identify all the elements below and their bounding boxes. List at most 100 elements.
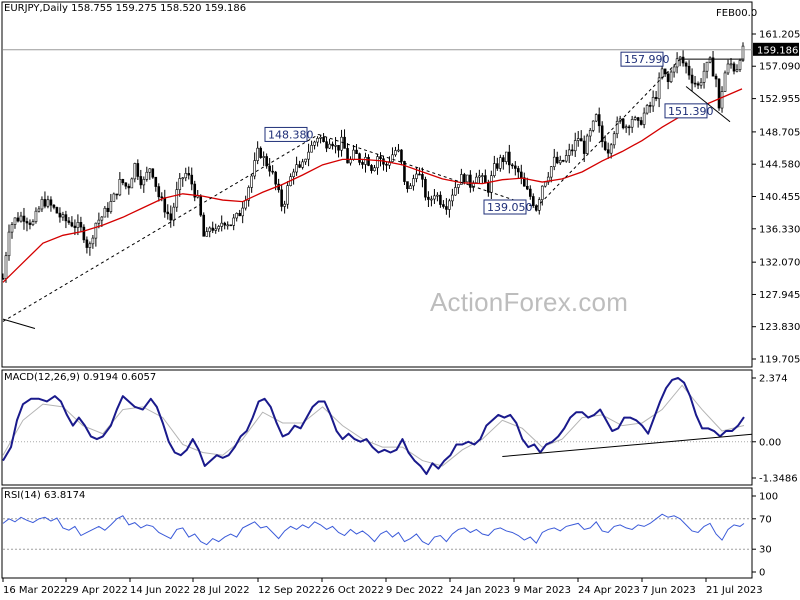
price-label-box — [264, 126, 308, 142]
candle-body — [34, 210, 38, 222]
candle-body — [379, 156, 382, 160]
price-label-box — [483, 199, 527, 215]
candle-body — [552, 156, 556, 167]
candle-body — [130, 178, 134, 189]
candle-body — [612, 133, 616, 146]
macd-tick-label: 0.00 — [759, 437, 781, 448]
candle-body — [28, 222, 32, 225]
candle-body — [558, 160, 562, 164]
candle-body — [217, 226, 221, 230]
price-label: 151.390 — [668, 105, 714, 118]
candle-body — [720, 91, 724, 109]
candle-body — [361, 162, 364, 165]
candle-body — [187, 173, 191, 176]
candle-body — [579, 138, 583, 142]
time-tick-label: 12 Sep 2022 — [258, 585, 321, 596]
candle-body — [531, 196, 535, 206]
candle-body — [591, 120, 595, 131]
candle-body — [190, 174, 194, 185]
candle-body — [121, 179, 125, 184]
candle-body — [454, 187, 457, 196]
candle-body — [433, 195, 436, 200]
candle-body — [540, 185, 544, 200]
price-tick-label: 152.955 — [759, 94, 800, 105]
candle-body — [199, 195, 203, 216]
price-tick-label: 136.330 — [759, 224, 800, 235]
candle-body — [564, 155, 568, 162]
candle-body — [250, 175, 253, 188]
candle-body — [352, 149, 355, 160]
price-series — [1, 42, 745, 283]
candle-body — [247, 187, 250, 201]
candle-body — [295, 164, 298, 173]
candle-body — [549, 166, 553, 178]
price-tick-label: 140.455 — [759, 192, 800, 203]
candle-body — [202, 214, 206, 237]
candle-body — [235, 212, 238, 219]
rsi-tick-label: 30 — [759, 545, 772, 556]
candle-body — [85, 239, 89, 248]
candle-body — [91, 237, 95, 245]
candle-body — [301, 161, 304, 168]
candle-body — [373, 167, 376, 171]
candle-body — [469, 174, 472, 188]
candle-body — [208, 227, 212, 232]
candle-body — [505, 151, 508, 162]
candle-body — [19, 215, 23, 222]
candle-body — [118, 179, 122, 196]
macd-series: 2.374 0.00 -1.3486 — [2, 374, 798, 485]
candle-body — [448, 200, 451, 210]
candle-body — [370, 165, 373, 171]
candle-body — [172, 206, 176, 221]
candle-body — [160, 196, 164, 199]
candle-body — [463, 174, 466, 183]
macd-line — [2, 377, 745, 476]
candle-body — [735, 69, 739, 72]
candle-body — [184, 173, 188, 179]
moving-average-line — [2, 88, 743, 283]
candle-body — [424, 178, 427, 198]
candle-body — [741, 45, 745, 61]
candle-body — [157, 186, 161, 198]
time-tick-label: 9 Dec 2022 — [386, 585, 444, 596]
candle-body — [220, 222, 224, 227]
candle-body — [151, 168, 155, 178]
candle-body — [666, 73, 670, 83]
candle-body — [328, 143, 331, 149]
candle-body — [699, 81, 703, 86]
candle-body — [567, 149, 571, 156]
candle-body — [4, 255, 8, 279]
candle-body — [415, 173, 418, 179]
candle-body — [412, 178, 415, 187]
candle-body — [139, 176, 143, 186]
candle-body — [478, 175, 481, 178]
candle-body — [648, 105, 652, 107]
candle-body — [603, 141, 607, 150]
candle-body — [708, 57, 712, 63]
candle-body — [280, 189, 283, 207]
candle-body — [687, 65, 691, 76]
candle-body — [570, 149, 574, 152]
candle-body — [163, 197, 167, 213]
candle-body — [310, 144, 313, 153]
rsi-panel-title: RSI(14) 63.8174 — [4, 490, 86, 501]
candle-body — [256, 147, 259, 161]
candle-body — [460, 174, 463, 185]
candle-body — [271, 170, 274, 173]
candle-body — [181, 177, 185, 180]
candle-body — [696, 83, 700, 86]
candle-body — [238, 212, 241, 217]
candle-body — [55, 207, 59, 214]
candle-body — [259, 147, 262, 158]
candle-body — [627, 126, 631, 129]
candle-body — [169, 213, 173, 221]
candle-body — [94, 222, 98, 239]
candle-body — [555, 156, 559, 164]
candle-body — [466, 174, 469, 183]
price-panel-frame — [1, 1, 753, 368]
candle-body — [484, 175, 487, 183]
macd-tick-label: -1.3486 — [759, 474, 798, 485]
time-tick-label: 28 Jul 2022 — [193, 585, 250, 596]
rsi-series: 100 70 30 0 — [2, 492, 778, 579]
candle-body — [729, 63, 733, 66]
